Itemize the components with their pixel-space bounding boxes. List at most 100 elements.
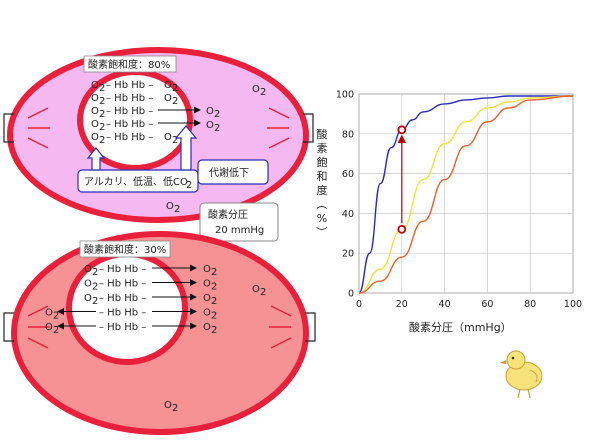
y-tick-label: 40 bbox=[342, 209, 354, 220]
metabolism-box-label: 代謝低下 bbox=[209, 166, 249, 179]
top-row-right-o2-sub: 2 bbox=[214, 109, 220, 120]
top-row-left-o2-sub: 2 bbox=[99, 135, 105, 146]
top-row-right-o2: O bbox=[164, 80, 172, 91]
chart-markers bbox=[397, 125, 407, 234]
x-tick-label: 0 bbox=[356, 299, 362, 310]
bottom-o2-bottom: O bbox=[164, 400, 172, 411]
x-tick-label: 40 bbox=[439, 299, 451, 310]
partial-pressure-line2: 20 mmHg bbox=[215, 225, 264, 236]
partial-pressure-box: 酸素分圧 20 mmHg bbox=[199, 202, 279, 242]
top-right-clamp bbox=[303, 113, 314, 143]
series-line-1 bbox=[358, 95, 573, 294]
chick-illustration bbox=[500, 350, 543, 399]
bottom-left-clamp bbox=[3, 312, 14, 342]
bottom-left-rays bbox=[27, 305, 50, 349]
top-row-hb-text: – Hb Hb – bbox=[106, 80, 153, 91]
top-row-hb-text: – Hb Hb – bbox=[106, 132, 153, 143]
top-row-hb-text: – Hb Hb – bbox=[106, 119, 153, 130]
metabolism-up-arrow bbox=[174, 125, 198, 171]
chart-ticks: 0 20 40 60 80 100 0 20 40 60 80 100 bbox=[336, 90, 582, 311]
x-tick-label: 80 bbox=[524, 299, 536, 310]
bottom-row-hb-text: – Hb Hb – bbox=[99, 293, 146, 304]
top-row-left-o2: O bbox=[91, 132, 99, 143]
series-line-3 bbox=[358, 95, 574, 294]
bottom-row-left-o2: O bbox=[45, 322, 53, 333]
chart-series bbox=[358, 95, 574, 294]
top-cell: 酸素飽和度：80% O 2 O 2 O 2– Hb Hb – O 2O 2– Hb H… bbox=[3, 47, 314, 223]
bottom-row-left-o2-sub: 2 bbox=[92, 267, 98, 278]
y-axis-label-char: % bbox=[317, 212, 327, 225]
top-row-right-o2: O bbox=[164, 93, 172, 104]
x-tick-label: 60 bbox=[481, 299, 493, 310]
top-row-right-o2-sub: 2 bbox=[172, 83, 178, 94]
top-left-clamp bbox=[3, 113, 14, 143]
y-axis-label-char: 酸 bbox=[317, 127, 328, 141]
y-axis-label-char: ） bbox=[315, 227, 328, 238]
top-hb-rows: O 2– Hb Hb – O 2O 2– Hb Hb – O 2O 2– Hb Hb – O… bbox=[91, 80, 220, 146]
y-axis-label: 酸素飽和度 （% ） bbox=[315, 127, 328, 238]
top-row-right-o2: O bbox=[206, 120, 214, 131]
y-axis-label-char: 度 bbox=[317, 183, 328, 197]
factor-box-co2-sub: 2 bbox=[186, 180, 192, 191]
bottom-o2-outside-sub: 2 bbox=[260, 287, 266, 298]
partial-pressure-line1: 酸素分圧 bbox=[208, 208, 248, 221]
top-right-rays bbox=[267, 107, 290, 149]
top-row-right-o2-sub: 2 bbox=[214, 123, 220, 134]
y-tick-label: 20 bbox=[342, 249, 354, 260]
top-row-left-o2: O bbox=[91, 106, 99, 117]
bottom-row-right-o2: O bbox=[203, 308, 211, 319]
top-row-right-o2: O bbox=[164, 132, 172, 143]
top-o2-bottom: O bbox=[166, 201, 174, 212]
bottom-hb-rows: O 2– Hb Hb – O 2O 2– Hb Hb – O 2O 2– Hb Hb – O 2O… bbox=[45, 264, 217, 336]
bottom-row-right-o2-sub: 2 bbox=[211, 311, 217, 322]
top-row-left-o2-sub: 2 bbox=[99, 96, 105, 107]
bottom-row-hb-text: – Hb Hb – bbox=[99, 279, 146, 290]
top-saturation-label: 酸素飽和度：80% bbox=[88, 58, 170, 71]
bottom-o2-outside-right: O bbox=[252, 284, 260, 295]
bottom-right-clamp bbox=[305, 312, 316, 342]
bottom-o2-bottom-sub: 2 bbox=[172, 403, 178, 414]
data-point-marker bbox=[397, 125, 407, 135]
top-row-right-o2-sub: 2 bbox=[172, 96, 178, 107]
y-tick-label: 0 bbox=[348, 289, 354, 300]
top-row-left-o2: O bbox=[91, 93, 99, 104]
top-row-hb-text: – Hb Hb – bbox=[106, 93, 153, 104]
factor-box-label: アルカリ、低温、低CO bbox=[84, 175, 188, 188]
top-o2-bottom-sub: 2 bbox=[174, 204, 180, 215]
bottom-row-left-o2-sub: 2 bbox=[92, 296, 98, 307]
data-point-marker bbox=[397, 224, 407, 234]
series-line-2 bbox=[358, 95, 574, 294]
top-row-left-o2: O bbox=[91, 80, 99, 91]
bottom-row-right-o2-sub: 2 bbox=[211, 325, 217, 336]
bottom-right-rays bbox=[269, 305, 292, 349]
y-tick-label: 80 bbox=[342, 129, 354, 140]
bottom-row-left-o2: O bbox=[84, 293, 92, 304]
bottom-row-left-o2-sub: 2 bbox=[92, 282, 98, 293]
y-tick-label: 60 bbox=[342, 169, 354, 180]
factor-up-arrow bbox=[86, 147, 106, 171]
bottom-row-right-o2-sub: 2 bbox=[211, 296, 217, 307]
top-row-right-o2-sub: 2 bbox=[172, 135, 178, 146]
bottom-row-left-o2-sub: 2 bbox=[53, 311, 59, 322]
top-row-hb-text: – Hb Hb – bbox=[106, 106, 153, 117]
bottom-row-left-o2: O bbox=[84, 279, 92, 290]
bottom-row-right-o2-sub: 2 bbox=[211, 282, 217, 293]
chart-grid bbox=[359, 94, 573, 293]
top-row-right-o2: O bbox=[206, 106, 214, 117]
x-tick-label: 20 bbox=[396, 299, 408, 310]
x-axis-label: 酸素分圧（mmHg） bbox=[409, 320, 512, 334]
bottom-row-right-o2-sub: 2 bbox=[211, 267, 217, 278]
bottom-row-left-o2: O bbox=[45, 308, 53, 319]
plot-area bbox=[358, 93, 574, 294]
bottom-row-left-o2-sub: 2 bbox=[53, 325, 59, 336]
top-row-left-o2-sub: 2 bbox=[99, 122, 105, 133]
bottom-row-right-o2: O bbox=[203, 279, 211, 290]
bottom-row-right-o2: O bbox=[203, 293, 211, 304]
x-tick-label: 100 bbox=[564, 299, 582, 310]
bottom-row-hb-text: – Hb Hb – bbox=[99, 322, 146, 333]
top-o2-outside: O bbox=[252, 84, 260, 95]
top-o2-outside-sub: 2 bbox=[260, 87, 266, 98]
bottom-row-hb-text: – Hb Hb – bbox=[99, 264, 146, 275]
y-tick-label: 100 bbox=[336, 90, 354, 101]
